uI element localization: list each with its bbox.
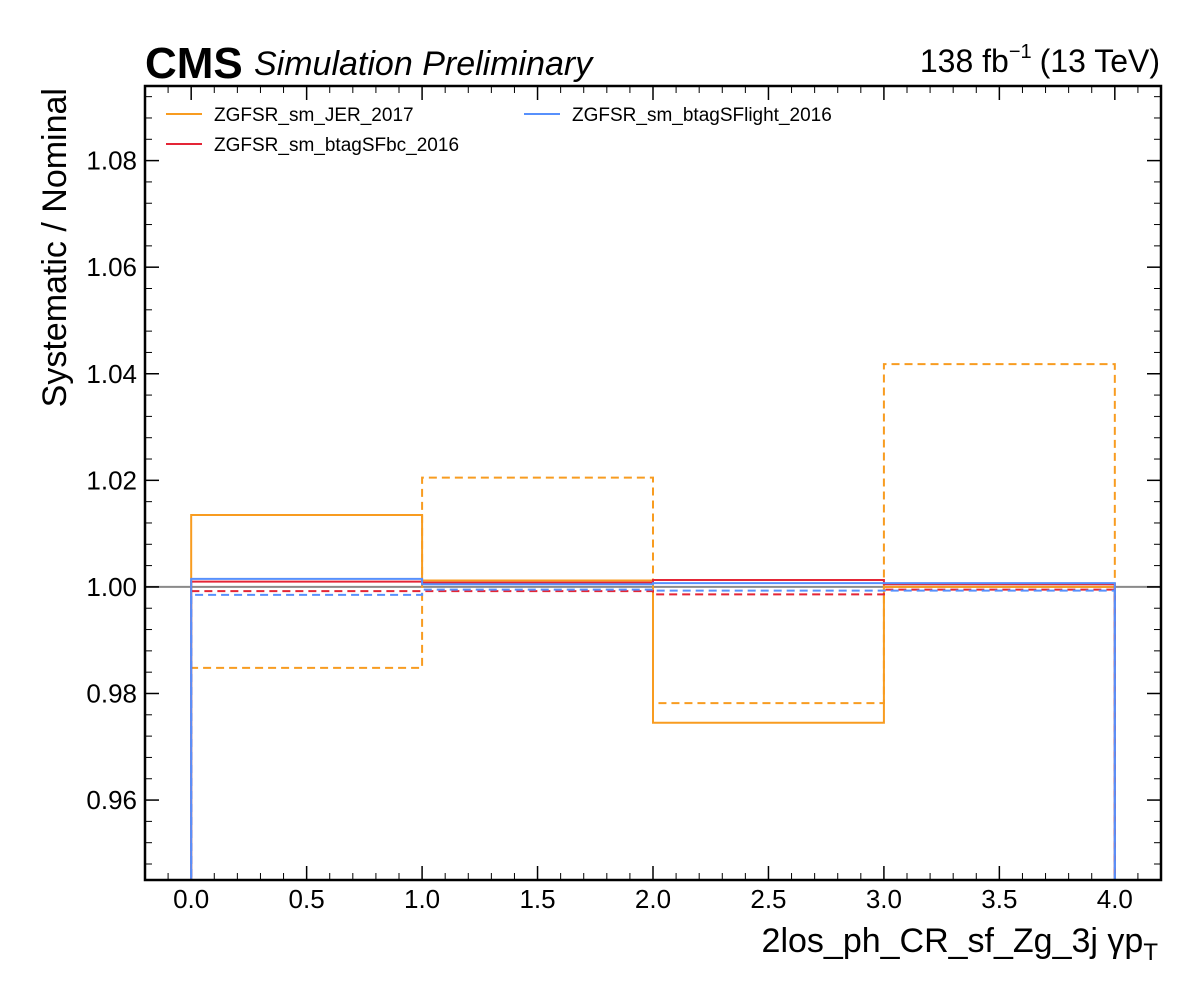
- lumi-exponent: −1: [1009, 41, 1032, 63]
- series-layer: [190, 363, 1116, 880]
- experiment-label: CMS: [145, 39, 243, 88]
- x-tick-label: 2.5: [750, 884, 786, 914]
- series-down-line-0: [190, 363, 1116, 880]
- x-tick-label: 0.0: [173, 884, 209, 914]
- y-tick-label: 1.04: [86, 359, 137, 389]
- y-tick-label: 0.96: [86, 785, 137, 815]
- series-up-line-2: [190, 577, 1116, 880]
- x-tick-label: 0.5: [289, 884, 325, 914]
- x-tick-label: 1.5: [519, 884, 555, 914]
- series-up-line-1: [190, 578, 1116, 880]
- y-tick-label: 1.08: [86, 146, 137, 176]
- legend-label: ZGFSR_sm_JER_2017: [214, 105, 414, 126]
- x-tick-label: 4.0: [1097, 884, 1133, 914]
- legend-label: ZGFSR_sm_btagSFbc_2016: [214, 135, 459, 156]
- series-up-line-0: [190, 513, 1116, 880]
- legend: ZGFSR_sm_JER_2017 ZGFSR_sm_btagSFbc_2016 Z…: [166, 105, 832, 156]
- lumi-label: 138 fb−1 (13 TeV): [920, 41, 1160, 79]
- x-tick-label: 3.0: [866, 884, 902, 914]
- y-tick-label: 1.00: [86, 572, 137, 602]
- series-group: [190, 363, 1116, 880]
- x-tick-label: 2.0: [635, 884, 671, 914]
- x-axis-title-text: 2los_ph_CR_sf_Zg_3j γp: [762, 922, 1144, 960]
- y-tick-label: 1.06: [86, 252, 137, 282]
- x-axis-title: 2los_ph_CR_sf_Zg_3j γpT: [762, 922, 1159, 966]
- lumi-value: 138 fb: [920, 43, 1009, 79]
- series-down-line-2: [190, 588, 1116, 880]
- x-axis-title-subscript: T: [1143, 939, 1158, 966]
- x-tick-label: 3.5: [981, 884, 1017, 914]
- lumi-energy: (13 TeV): [1040, 43, 1160, 79]
- x-tick-label: 1.0: [404, 884, 440, 914]
- status-label: Simulation Preliminary: [254, 45, 594, 83]
- y-tick-label: 1.02: [86, 465, 137, 495]
- y-tick-label: 0.98: [86, 678, 137, 708]
- axis-ticks: 0.0 0.5 1.0 1.5 2.0 2.5 3.0 3.5 4.0 0.96 0.98 1.00 1…: [86, 86, 1162, 914]
- plot-frame: [143, 84, 1163, 882]
- legend-label: ZGFSR_sm_btagSFlight_2016: [572, 105, 832, 126]
- y-axis-title: Systematic / Nominal: [36, 88, 74, 407]
